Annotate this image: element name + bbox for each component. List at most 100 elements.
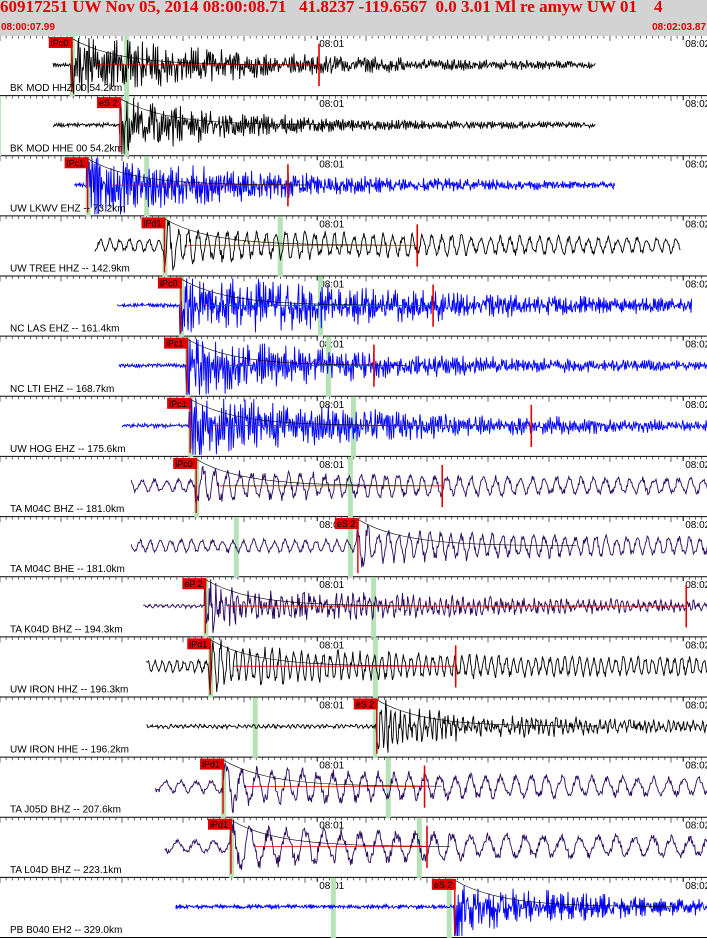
station-label: UW LKWV EHZ -- 73.2km <box>10 203 126 214</box>
pick-flag <box>207 818 232 830</box>
pick-flag <box>157 277 182 289</box>
pick-flag <box>182 578 207 590</box>
minute-tick-label: 08:02 <box>685 821 707 832</box>
pick-label: iPc1 <box>67 158 85 168</box>
pick-label: eS 2 <box>434 880 453 890</box>
trace-panel: 08:01 08:02 iPd1 UW IRON HHZ -- 196.3km <box>0 637 707 698</box>
station-label: NC LTI EHZ -- 168.7km <box>10 384 114 395</box>
trace-panel: 08:01 08:02 iPc0 NC LAS EHZ -- 161.4km <box>0 276 707 337</box>
trace-panel: 08:01 08:02 eP 2 TA K04D BHZ -- 194.3km <box>0 577 707 638</box>
theoretical-s-band <box>385 757 391 818</box>
waveform <box>130 524 707 568</box>
minute-tick-label: 08:01 <box>319 340 344 351</box>
header-bar: 60917251 UW Nov 05, 2014 08:00:08.71 41.… <box>0 0 707 36</box>
minute-tick-label: 08:02 <box>685 39 707 50</box>
station-label: TA M04C BHZ -- 181.0km <box>10 504 124 515</box>
window-end-time: 08:02:03.87 <box>652 22 706 33</box>
coda-curve <box>209 638 429 667</box>
theoretical-s-band <box>277 216 283 277</box>
trace-panel: 08:01 08:02 iPc0 TA M04C BHZ -- 181.0km <box>0 456 707 518</box>
trace-panel: 08:01 08:02 eS 2 BK MOD HHE 00 54.2km <box>0 96 707 157</box>
waveform <box>121 398 707 455</box>
minute-tick-label: 08:01 <box>319 219 344 230</box>
coda-curve <box>179 278 400 306</box>
trace-panel: 08:01 08:02 eS 2 TA M04C BHE -- 181.0km <box>0 517 707 578</box>
station-label: UW HOG EHZ -- 175.6km <box>10 444 126 455</box>
minute-tick-label: 08:02 <box>685 99 707 110</box>
minute-tick-label: 08:01 <box>319 280 344 291</box>
pick-flag <box>353 698 378 710</box>
minute-tick-label: 08:01 <box>319 640 344 651</box>
pick-label: iPc0 <box>175 459 193 469</box>
pick-label: iPd1 <box>202 760 220 770</box>
minute-tick-label: 08:01 <box>319 700 344 711</box>
coda-curve <box>70 37 291 65</box>
theoretical-s-band <box>372 637 378 698</box>
minute-tick-label: 08:01 <box>319 159 344 170</box>
station-label: UW IRON HHE -- 196.2km <box>10 745 129 756</box>
pick-flag <box>334 518 359 530</box>
waveform <box>155 762 707 814</box>
pick-label: eS 2 <box>99 98 118 108</box>
theoretical-p-band <box>0 96 1 157</box>
coda-curve <box>118 97 339 126</box>
minute-tick-label: 08:02 <box>685 400 707 411</box>
minute-tick-label: 08:02 <box>685 460 707 471</box>
minute-tick-label: 08:02 <box>685 881 707 892</box>
pick-flag <box>64 157 89 169</box>
window-start-time: 08:00:07.99 <box>1 22 55 33</box>
pick-label: eS 2 <box>356 699 375 709</box>
pick-flag <box>173 457 198 469</box>
station-label: TA J05D BHZ -- 207.6km <box>10 805 121 816</box>
waveform <box>52 98 596 155</box>
waveform <box>164 819 707 870</box>
minute-tick-label: 08:02 <box>685 640 707 651</box>
pick-label: eS 2 <box>337 519 356 529</box>
trace-panel: 08:01 08:02 iPc1 NC LTI EHZ -- 168.7km <box>0 336 707 397</box>
minute-tick-label: 08:02 <box>685 340 707 351</box>
waveform <box>52 37 596 95</box>
station-label: BK MOD HHZ 00 54.2km <box>10 83 122 94</box>
pick-label: iPc1 <box>169 399 187 409</box>
pick-label: iPd1 <box>143 218 161 228</box>
coda-curve <box>195 458 415 486</box>
station-label: UW IRON HHZ -- 196.3km <box>10 684 128 695</box>
station-label: TA K04D BHZ -- 194.3km <box>10 624 123 635</box>
minute-tick-label: 08:02 <box>685 700 707 711</box>
trace-panel: 08:01 08:02 iPd1 UW TREE HHZ -- 142.9km <box>0 216 707 277</box>
coda-curve <box>204 578 424 607</box>
station-label: TA L04D BHZ -- 223.1km <box>10 865 122 876</box>
theoretical-s-band <box>372 697 378 758</box>
theoretical-s-band <box>416 817 422 878</box>
trace-panel: 08:01 08:02 eS 2 UW IRON HHE -- 196.2km <box>0 697 707 758</box>
trace-panel: 08:01 08:02 iPc1 UW HOG EHZ -- 175.6km <box>0 396 707 457</box>
pick-label: iPc0 <box>160 279 178 289</box>
minute-tick-label: 08:02 <box>685 219 707 230</box>
waveform <box>118 338 707 395</box>
trace-panel: 08:01 08:02 iPd1 TA L04D BHZ -- 223.1km <box>0 817 707 878</box>
minute-tick-label: 08:02 <box>685 280 707 291</box>
minute-tick-label: 08:01 <box>319 460 344 471</box>
minute-tick-label: 08:01 <box>319 580 344 591</box>
minute-tick-label: 08:01 <box>319 520 344 531</box>
pick-flag <box>431 878 456 890</box>
station-label: TA M04C BHE -- 181.0km <box>10 564 125 575</box>
trace-panel: 08:01 08:02 iPd1 TA J05D BHZ -- 207.6km <box>0 757 707 818</box>
event-title: 60917251 UW Nov 05, 2014 08:00:08.71 41.… <box>0 0 663 16</box>
coda-curve <box>453 879 674 907</box>
station-label: UW TREE HHZ -- 142.9km <box>10 264 130 275</box>
pick-label: iPd1 <box>210 820 228 830</box>
trace-panel: 08:01 08:02 iPc0 BK MOD HHZ 00 54.2km <box>0 36 707 97</box>
coda-curve <box>86 157 307 186</box>
coda-curve <box>229 819 450 847</box>
waveform <box>146 639 707 695</box>
waveform <box>94 220 681 271</box>
station-label: PB B040 EH2 -- 329.0km <box>10 925 122 936</box>
pick-label: iPd1 <box>189 639 207 649</box>
coda-curve <box>375 699 596 727</box>
theoretical-p-band <box>330 877 336 938</box>
waveform <box>143 579 707 633</box>
theoretical-s-band <box>124 96 130 157</box>
